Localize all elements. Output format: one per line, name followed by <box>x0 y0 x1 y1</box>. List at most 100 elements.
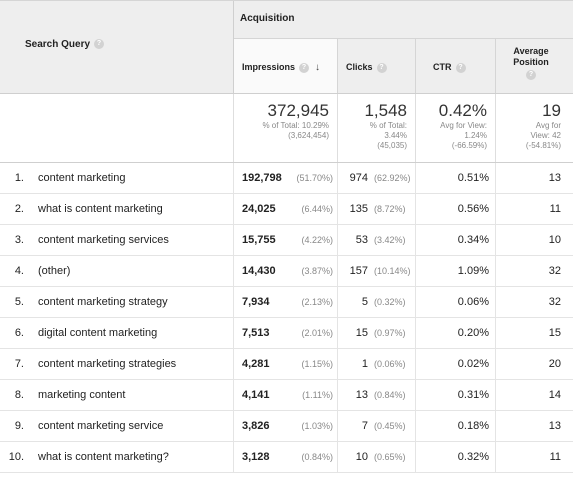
table-row: 9. content marketing service 3,826 (1.03%)… <box>0 411 573 442</box>
impressions-value: 7,934 <box>242 296 270 308</box>
help-icon[interactable]: ? <box>94 39 105 50</box>
table-row: 8. marketing content 4,141 (1.11%) 13 (0.84… <box>0 380 573 411</box>
ctr-column-header[interactable]: CTR? <box>416 39 496 93</box>
table-row: 7. content marketing strategies 4,281 (1.1… <box>0 349 573 380</box>
help-icon[interactable]: ? <box>455 62 466 73</box>
clicks-total: 1,548 % of Total: 3.44% (45,035) <box>338 94 416 162</box>
position-value: 32 <box>548 265 561 277</box>
clicks-value: 53 <box>355 234 368 246</box>
table-header: Search Query? Acquisition Impressions? ↓ … <box>0 0 573 93</box>
totals-row: 372,945 % of Total: 10.29% (3,624,454) 1… <box>0 93 573 163</box>
ctr-value: 0.20% <box>416 318 496 348</box>
impressions-percent: (6.44%) <box>301 204 333 214</box>
average-position-column-header[interactable]: Average Position? <box>496 39 573 93</box>
impressions-percent: (1.15%) <box>301 359 333 369</box>
search-query-link[interactable]: (other) <box>38 265 71 277</box>
table-row: 5. content marketing strategy 7,934 (2.13%… <box>0 287 573 318</box>
impressions-total-overall: (3,624,454) <box>288 131 329 140</box>
impressions-percent: (2.01%) <box>301 328 333 338</box>
row-number: 9. <box>14 420 24 432</box>
clicks-value: 7 <box>361 420 368 432</box>
position-total-view-avg: View: 42 <box>530 131 561 140</box>
row-number: 6. <box>14 327 24 339</box>
position-value: 11 <box>549 451 561 463</box>
clicks-percent: (3.42%) <box>374 235 406 245</box>
ctr-total-value: 0.42% <box>438 101 487 120</box>
clicks-total-overall: (45,035) <box>377 141 407 150</box>
ctr-value: 0.32% <box>416 442 496 472</box>
impressions-percent: (1.03%) <box>301 421 333 431</box>
clicks-value: 135 <box>349 203 368 215</box>
impressions-percent: (3.87%) <box>301 266 333 276</box>
position-value: 20 <box>548 358 561 370</box>
position-total-label: Avg for <box>535 121 561 130</box>
search-query-link[interactable]: what is content marketing? <box>38 451 169 463</box>
acquisition-label: Acquisition <box>240 13 295 24</box>
impressions-column-header[interactable]: Impressions? ↓ <box>234 39 338 93</box>
table-body: 1. content marketing 192,798 (51.70%) 974 (… <box>0 163 573 473</box>
sort-descending-icon[interactable]: ↓ <box>315 62 321 73</box>
table-row: 4. (other) 14,430 (3.87%) 157 (10.14%) 1.09… <box>0 256 573 287</box>
impressions-value: 7,513 <box>242 327 270 339</box>
search-query-link[interactable]: what is content marketing <box>38 203 163 215</box>
table-row: 6. digital content marketing 7,513 (2.01%)… <box>0 318 573 349</box>
search-query-column-header[interactable]: Search Query? <box>0 1 234 93</box>
search-query-link[interactable]: content marketing services <box>38 234 169 246</box>
impressions-percent: (51.70%) <box>296 173 333 183</box>
ctr-total-change: (-66.59%) <box>451 141 487 150</box>
clicks-value: 974 <box>349 172 368 184</box>
ctr-value: 0.34% <box>416 225 496 255</box>
clicks-value: 15 <box>355 327 368 339</box>
clicks-percent: (0.84%) <box>374 390 406 400</box>
table-row: 3. content marketing services 15,755 (4.22… <box>0 225 573 256</box>
row-number: 2. <box>14 203 24 215</box>
ctr-value: 1.09% <box>416 256 496 286</box>
clicks-value: 5 <box>361 296 368 308</box>
impressions-label: Impressions <box>242 62 296 72</box>
clicks-percent: (10.14%) <box>374 266 411 276</box>
help-icon[interactable]: ? <box>526 70 536 80</box>
impressions-value: 192,798 <box>242 172 282 184</box>
ctr-value: 0.51% <box>416 163 496 193</box>
impressions-total-value: 372,945 <box>267 101 329 120</box>
clicks-label: Clicks <box>346 62 373 72</box>
ctr-value: 0.06% <box>416 287 496 317</box>
position-value: 10 <box>548 234 561 246</box>
search-query-link[interactable]: content marketing service <box>38 420 164 432</box>
row-number: 4. <box>14 265 24 277</box>
table-row: 10. what is content marketing? 3,128 (0.84… <box>0 442 573 473</box>
clicks-total-value: 1,548 <box>364 101 407 120</box>
search-query-link[interactable]: content marketing strategies <box>38 358 177 370</box>
search-query-link[interactable]: marketing content <box>38 389 126 401</box>
impressions-total-share: % of Total: 10.29% <box>262 121 329 130</box>
search-query-link[interactable]: content marketing <box>38 172 126 184</box>
clicks-value: 13 <box>355 389 368 401</box>
search-query-link[interactable]: digital content marketing <box>38 327 158 339</box>
position-value: 13 <box>548 420 561 432</box>
position-total: 19 Avg for View: 42 (-54.81%) <box>496 94 573 162</box>
clicks-total-share: 3.44% <box>384 131 407 140</box>
average-position-label: Average Position <box>513 46 549 67</box>
totals-spacer <box>0 94 234 162</box>
impressions-percent: (4.22%) <box>301 235 333 245</box>
clicks-value: 10 <box>355 451 368 463</box>
help-icon[interactable]: ? <box>376 62 387 73</box>
position-total-value: 19 <box>542 101 561 120</box>
row-number: 5. <box>14 296 24 308</box>
row-number: 10. <box>8 451 24 463</box>
impressions-value: 3,128 <box>242 451 270 463</box>
clicks-percent: (8.72%) <box>374 204 406 214</box>
impressions-percent: (2.13%) <box>301 297 333 307</box>
clicks-column-header[interactable]: Clicks? <box>338 39 416 93</box>
help-icon[interactable]: ? <box>299 62 310 73</box>
position-value: 32 <box>548 296 561 308</box>
clicks-percent: (0.45%) <box>374 421 406 431</box>
row-number: 8. <box>14 389 24 401</box>
impressions-value: 4,281 <box>242 358 270 370</box>
impressions-value: 3,826 <box>242 420 270 432</box>
search-query-link[interactable]: content marketing strategy <box>38 296 168 308</box>
search-query-label: Search Query <box>25 39 91 50</box>
clicks-percent: (62.92%) <box>374 173 411 183</box>
impressions-percent: (1.11%) <box>302 390 333 400</box>
